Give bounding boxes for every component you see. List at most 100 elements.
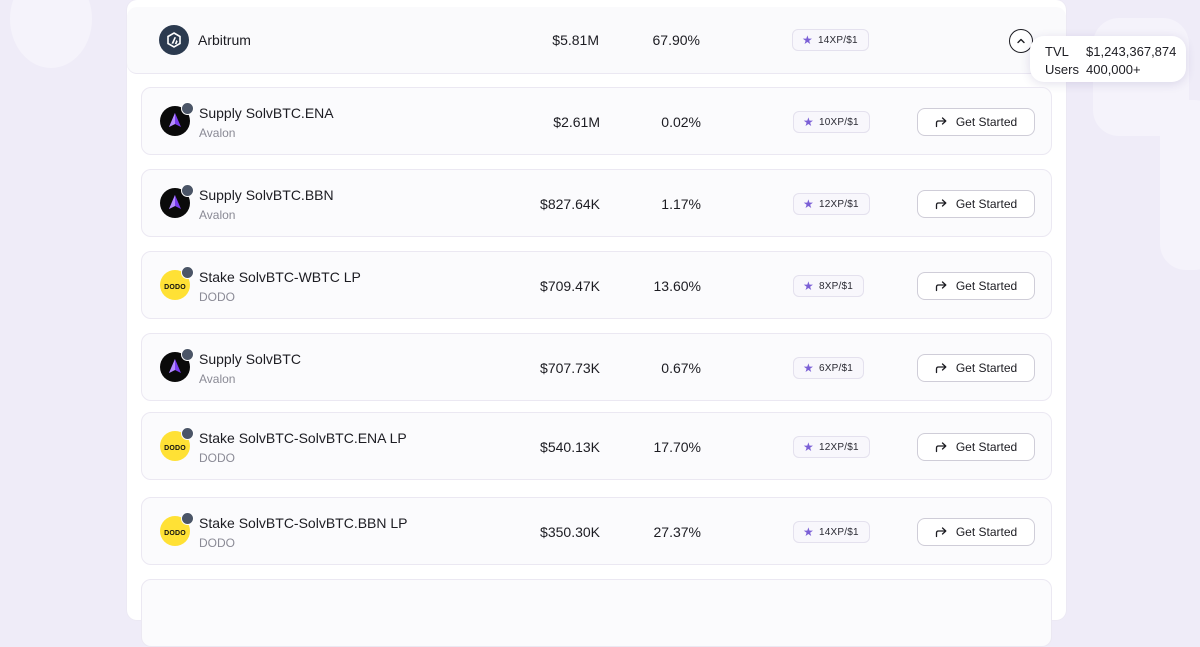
strategy-name: Supply SolvBTC	[199, 351, 301, 367]
avalon-icon	[160, 348, 194, 382]
strategy-row[interactable]: Supply SolvBTC.BBN Avalon $827.64K 1.17%…	[141, 169, 1052, 237]
xp-badge: ★ 10XP/$1	[793, 111, 870, 133]
get-started-label: Get Started	[955, 197, 1018, 211]
star-icon: ★	[803, 361, 814, 375]
dodo-logo-text: DODO	[164, 530, 186, 537]
xp-rate: 14XP/$1	[817, 34, 858, 46]
chain-header-row[interactable]: Arbitrum $5.81M 67.90% ★ 14XP/$1	[127, 7, 1066, 73]
strategy-name: Stake SolvBTC-SolvBTC.BBN LP	[199, 515, 408, 531]
protocol-name: Avalon	[199, 372, 236, 386]
tooltip-users-value: 400,000+	[1086, 62, 1141, 77]
xp-badge: ★ 8XP/$1	[793, 275, 864, 297]
dodo-icon: DODO	[160, 427, 194, 461]
strategy-row[interactable]: Supply SolvBTC.ENA Avalon $2.61M 0.02% ★…	[141, 87, 1052, 155]
tooltip-users-label: Users	[1045, 62, 1079, 77]
background-shape	[10, 0, 92, 68]
strategy-row-partial[interactable]	[141, 579, 1052, 647]
tooltip-tvl-label: TVL	[1045, 44, 1069, 59]
chain-name: Arbitrum	[198, 32, 251, 48]
xp-rate: 12XP/$1	[818, 198, 859, 210]
get-started-label: Get Started	[955, 525, 1018, 539]
strategy-tvl: $2.61M	[553, 114, 600, 130]
chain-stats-tooltip: TVL $1,243,367,874 Users 400,000+	[1030, 36, 1186, 82]
avalon-icon	[160, 102, 194, 136]
star-icon: ★	[802, 33, 813, 47]
strategy-apy: 13.60%	[653, 278, 701, 294]
dodo-logo-text: DODO	[164, 284, 186, 291]
protocol-name: DODO	[199, 451, 235, 465]
dodo-icon: DODO	[160, 266, 194, 300]
chain-badge-icon	[181, 348, 194, 361]
strategy-row[interactable]: DODO Stake SolvBTC-SolvBTC.ENA LP DODO $…	[141, 412, 1052, 480]
strategy-tvl: $350.30K	[540, 524, 600, 540]
chain-badge-icon	[181, 427, 194, 440]
strategy-name: Stake SolvBTC-WBTC LP	[199, 269, 361, 285]
strategy-tvl: $709.47K	[540, 278, 600, 294]
star-icon: ★	[803, 115, 814, 129]
arbitrum-icon	[159, 25, 189, 55]
get-started-button[interactable]: Get Started	[917, 433, 1035, 461]
dodo-icon: DODO	[160, 512, 194, 546]
protocol-name: Avalon	[199, 208, 236, 222]
avalon-logo-icon	[169, 359, 181, 373]
xp-badge: ★ 12XP/$1	[793, 436, 870, 458]
xp-rate: 6XP/$1	[818, 362, 853, 374]
star-icon: ★	[803, 525, 814, 539]
xp-rate: 8XP/$1	[818, 280, 853, 292]
get-started-label: Get Started	[955, 115, 1018, 129]
xp-rate: 12XP/$1	[818, 441, 859, 453]
background-shape	[1160, 100, 1200, 270]
get-started-button[interactable]: Get Started	[917, 354, 1035, 382]
avalon-logo-icon	[169, 195, 181, 209]
strategy-row[interactable]: DODO Stake SolvBTC-SolvBTC.BBN LP DODO $…	[141, 497, 1052, 565]
protocol-name: DODO	[199, 536, 235, 550]
chain-apy: 67.90%	[652, 32, 700, 48]
strategy-row[interactable]: Supply SolvBTC Avalon $707.73K 0.67% ★ 6…	[141, 333, 1052, 401]
star-icon: ★	[803, 197, 814, 211]
arrow-out-icon	[935, 281, 947, 292]
strategy-tvl: $827.64K	[540, 196, 600, 212]
get-started-label: Get Started	[955, 279, 1018, 293]
strategy-row[interactable]: DODO Stake SolvBTC-WBTC LP DODO $709.47K…	[141, 251, 1052, 319]
strategy-apy: 27.37%	[653, 524, 701, 540]
get-started-label: Get Started	[955, 361, 1018, 375]
strategy-apy: 0.02%	[661, 114, 701, 130]
arrow-out-icon	[935, 199, 947, 210]
arrow-out-icon	[935, 117, 947, 128]
xp-rate: 10XP/$1	[818, 116, 859, 128]
star-icon: ★	[803, 440, 814, 454]
protocol-name: DODO	[199, 290, 235, 304]
strategy-name: Supply SolvBTC.BBN	[199, 187, 334, 203]
chain-badge-icon	[181, 512, 194, 525]
strategy-name: Stake SolvBTC-SolvBTC.ENA LP	[199, 430, 407, 446]
chain-badge-icon	[181, 102, 194, 115]
get-started-button[interactable]: Get Started	[917, 518, 1035, 546]
get-started-button[interactable]: Get Started	[917, 272, 1035, 300]
strategy-tvl: $540.13K	[540, 439, 600, 455]
strategy-tvl: $707.73K	[540, 360, 600, 376]
protocol-name: Avalon	[199, 126, 236, 140]
avalon-logo-icon	[169, 113, 181, 127]
strategy-apy: 17.70%	[653, 439, 701, 455]
get-started-button[interactable]: Get Started	[917, 108, 1035, 136]
arrow-out-icon	[935, 527, 947, 538]
xp-rate: 14XP/$1	[818, 526, 859, 538]
strategy-name: Supply SolvBTC.ENA	[199, 105, 334, 121]
star-icon: ★	[803, 279, 814, 293]
xp-badge: ★ 14XP/$1	[793, 521, 870, 543]
strategy-apy: 0.67%	[661, 360, 701, 376]
get-started-button[interactable]: Get Started	[917, 190, 1035, 218]
collapse-button[interactable]	[1009, 29, 1033, 53]
chain-badge-icon	[181, 266, 194, 279]
chain-tvl: $5.81M	[552, 32, 599, 48]
avalon-icon	[160, 184, 194, 218]
chain-badge-icon	[181, 184, 194, 197]
get-started-label: Get Started	[955, 440, 1018, 454]
xp-badge: ★ 12XP/$1	[793, 193, 870, 215]
arrow-out-icon	[935, 363, 947, 374]
tooltip-tvl-value: $1,243,367,874	[1086, 44, 1177, 59]
arrow-out-icon	[935, 442, 947, 453]
chevron-up-icon	[1017, 38, 1025, 44]
strategy-apy: 1.17%	[661, 196, 701, 212]
dodo-logo-text: DODO	[164, 445, 186, 452]
